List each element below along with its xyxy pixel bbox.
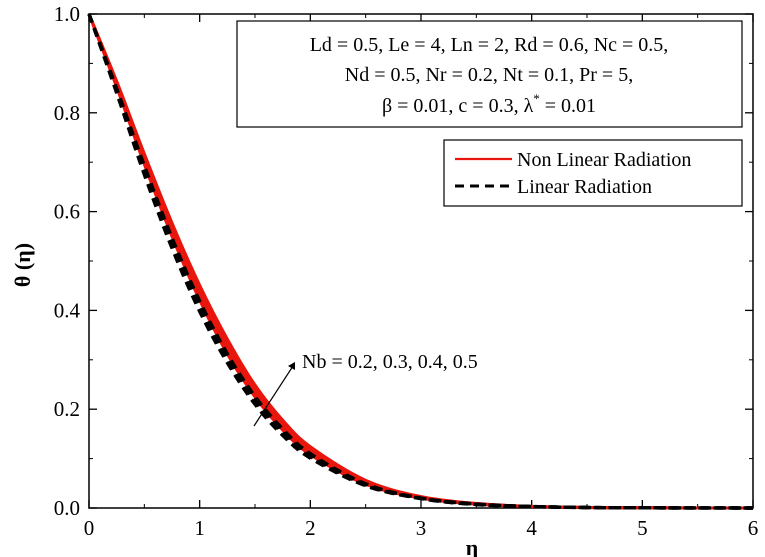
axis-ticks: 0 1 2 3 4 5 6 0.0 0.2 0.4 0.6 0.8 1.0 <box>54 2 759 540</box>
x-tick-label: 0 <box>84 516 95 540</box>
parameter-box: Ld = 0.5, Le = 4, Ln = 2, Rd = 0.6, Nc =… <box>236 20 743 128</box>
legend-label-linear: Linear Radiation <box>517 176 652 198</box>
annotation-text: Nb = 0.2, 0.3, 0.4, 0.5 <box>302 351 478 373</box>
legend-border <box>443 139 743 207</box>
y-tick-label: 0.2 <box>54 397 80 421</box>
legend: Non Linear Radiation Linear Radiation <box>443 139 743 207</box>
y-tick-label: 0.8 <box>54 101 80 125</box>
parameter-line-3-main: β = 0.01, c = 0.3, λ <box>382 95 534 117</box>
series-line-linear-nb-0_5 <box>87 13 754 510</box>
parameter-line-3: β = 0.01, c = 0.3, λ* = 0.01 <box>382 91 596 117</box>
legend-label-nonlinear: Non Linear Radiation <box>517 149 691 171</box>
parameter-line-3-superscript: * <box>533 91 540 106</box>
x-axis-title: η <box>466 535 479 557</box>
parameter-line-3-tail: = 0.01 <box>540 95 596 117</box>
x-tick-label: 4 <box>526 516 537 540</box>
x-tick-label: 1 <box>194 516 205 540</box>
y-tick-label: 0.4 <box>54 298 81 322</box>
parameter-line-2: Nd = 0.5, Nr = 0.2, Nt = 0.1, Pr = 5, <box>345 64 633 86</box>
parameter-line-1: Ld = 0.5, Le = 4, Ln = 2, Rd = 0.6, Nc =… <box>310 34 669 56</box>
series-layer <box>87 13 754 510</box>
nb-annotation: Nb = 0.2, 0.3, 0.4, 0.5 <box>253 351 478 427</box>
x-tick-label: 2 <box>305 516 316 540</box>
annotation-arrow <box>253 365 294 427</box>
y-tick-label: 0.6 <box>54 200 80 224</box>
x-tick-label: 6 <box>748 516 759 540</box>
y-axis-title: θ (η) <box>10 243 35 287</box>
y-tick-label: 1.0 <box>54 2 80 26</box>
x-tick-label: 5 <box>637 516 648 540</box>
annotation-arrow-head <box>288 362 295 370</box>
parameter-box-border <box>236 20 743 128</box>
x-tick-label: 3 <box>416 516 427 540</box>
y-tick-label: 0.0 <box>54 496 80 520</box>
